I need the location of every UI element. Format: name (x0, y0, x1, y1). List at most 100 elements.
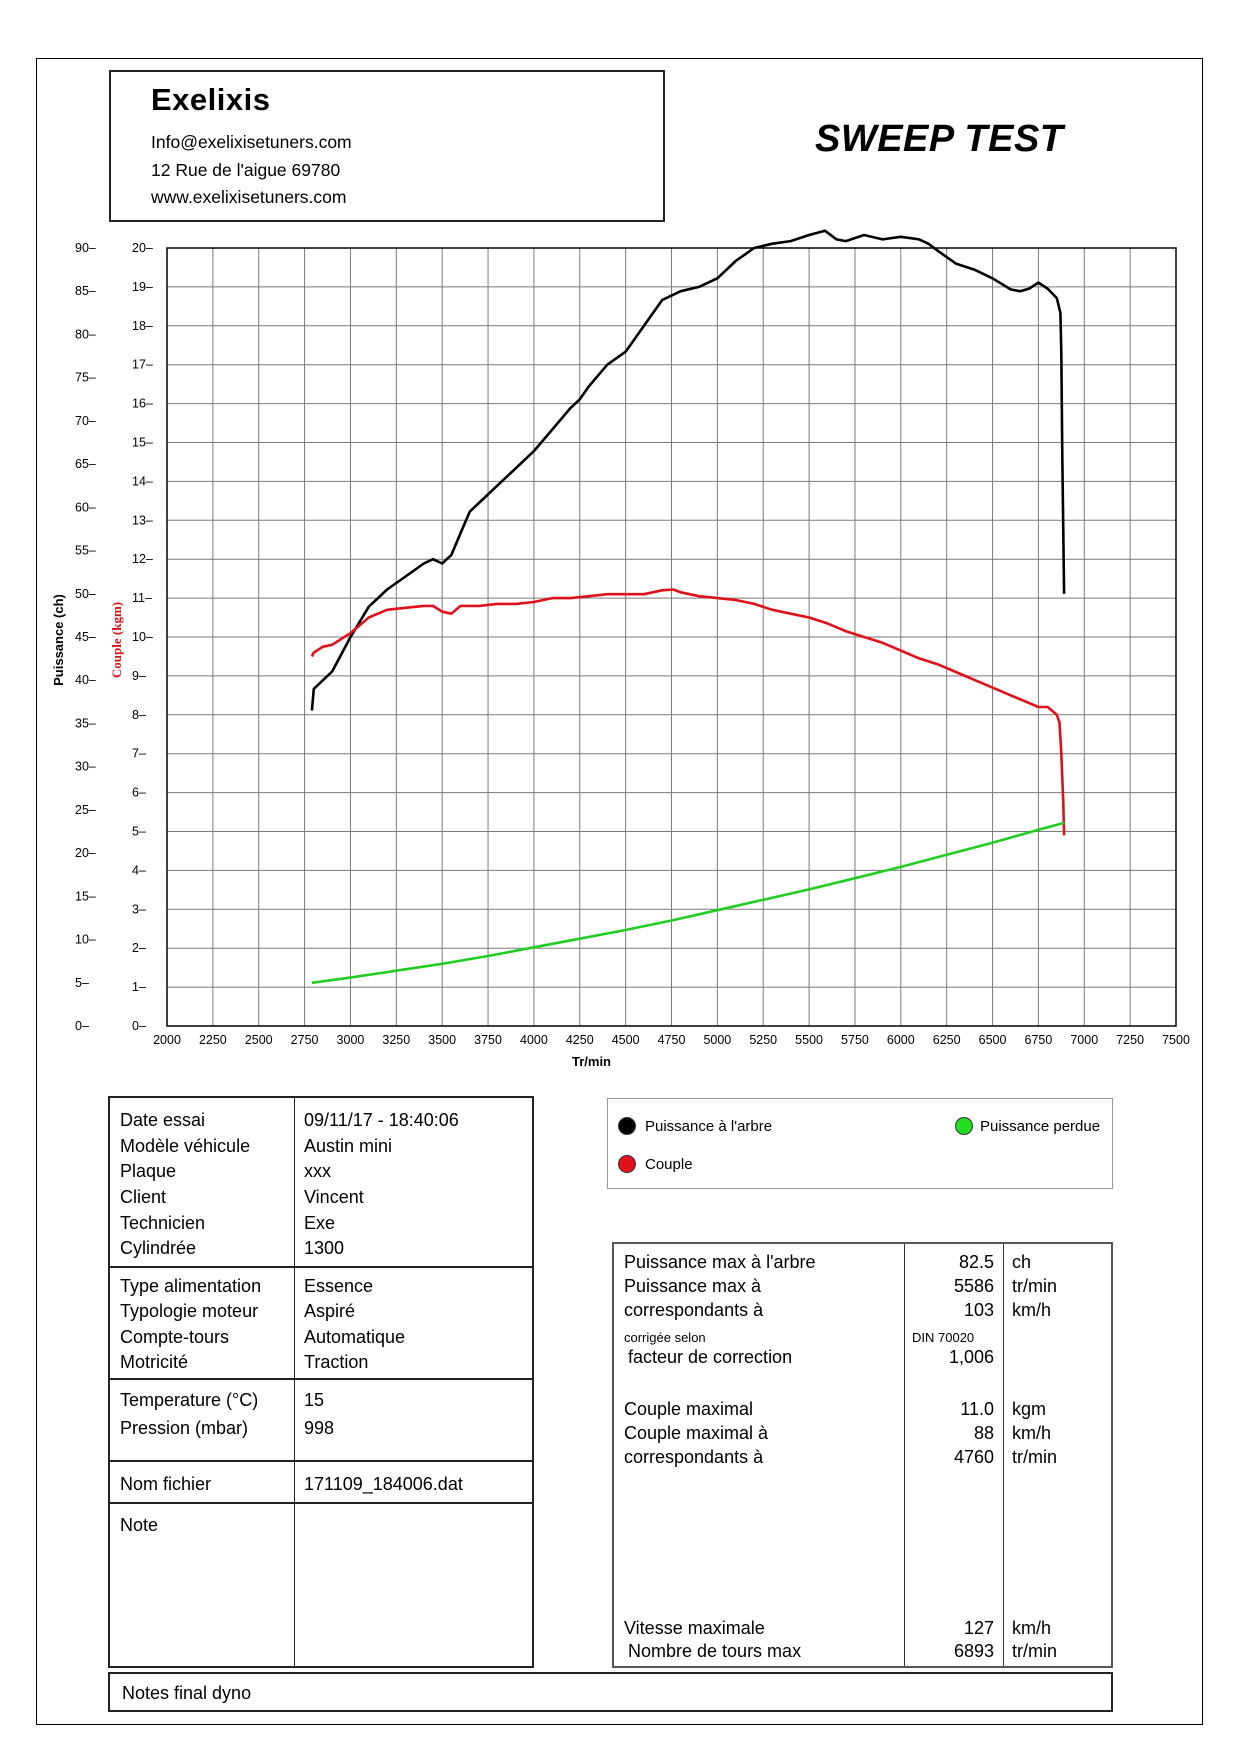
power-tick-label: 20– (75, 846, 96, 860)
torque-axis-label: Couple (kgm) (109, 602, 124, 678)
torque-tick-label: 19– (132, 280, 153, 294)
torque-tick-label: 2– (132, 941, 146, 955)
results-column-divider (1003, 1244, 1004, 1666)
power-tick-label: 45– (75, 630, 96, 644)
power-tick-label: 15– (75, 889, 96, 903)
power-tick-label: 90– (75, 241, 96, 255)
dyno-chart: 2000 2250 2500 2750 3000 3250 3500 3750 4000 4250… (51, 229, 1190, 1069)
result-label: Couple maximal (624, 1399, 754, 1419)
power-tick-label: 0– (75, 1019, 89, 1033)
torque-tick-label: 9– (132, 669, 146, 683)
info-value: Austin mini (304, 1136, 393, 1156)
x-tick-label: 2500 (245, 1033, 273, 1047)
info-value: xxx (304, 1161, 331, 1181)
info-column-divider (294, 1098, 295, 1666)
info-label: Temperature (°C) (120, 1390, 259, 1410)
result-label: Puissance max à (624, 1276, 762, 1296)
info-label: Type alimentation (120, 1276, 262, 1296)
info-label: Cylindrée (120, 1238, 197, 1258)
torque-tick-label: 5– (132, 825, 146, 839)
vehicle-info-table: Date essai 09/11/17 - 18:40:06 Modèle véhi… (108, 1096, 534, 1668)
info-label: Date essai (120, 1110, 206, 1130)
info-value: 998 (304, 1418, 335, 1438)
result-value: 1,006 (948, 1347, 994, 1367)
x-tick-label: 2250 (199, 1033, 227, 1047)
x-tick-label: 5250 (749, 1033, 777, 1047)
x-tick-label: 5500 (795, 1033, 823, 1047)
torque-tick-label: 16– (132, 397, 153, 411)
result-label: facteur de correction (628, 1347, 793, 1367)
result-label: Couple maximal à (624, 1423, 769, 1443)
torque-tick-label: 11– (132, 591, 152, 605)
info-label: Motricité (120, 1352, 189, 1372)
notes-box: Notes final dyno (108, 1672, 1113, 1712)
result-unit: km/h (1012, 1618, 1052, 1638)
x-tick-label: 3750 (474, 1033, 502, 1047)
result-unit: km/h (1012, 1300, 1052, 1320)
info-label: Modèle véhicule (120, 1136, 251, 1156)
power-tick-label: 40– (75, 673, 96, 687)
power-axis-label: Puissance (ch) (51, 594, 66, 686)
torque-curve (310, 588, 1066, 836)
company-name: Exelixis (151, 82, 271, 117)
torque-tick-label: 4– (132, 863, 146, 877)
torque-tick-label: 14– (132, 474, 153, 488)
result-value: 6893 (953, 1641, 994, 1661)
x-tick-label: 3500 (428, 1033, 456, 1047)
info-label: Typologie moteur (120, 1301, 259, 1321)
lost-power-curve (311, 821, 1065, 985)
info-section-divider (110, 1502, 532, 1504)
result-unit: ch (1012, 1252, 1032, 1272)
torque-tick-label: 3– (132, 902, 146, 916)
info-section-divider (110, 1460, 532, 1462)
torque-tick-label: 1– (132, 980, 146, 994)
info-label: Plaque (120, 1161, 177, 1181)
x-tick-label: 7500 (1162, 1033, 1190, 1047)
torque-legend-label: Couple (645, 1156, 693, 1173)
x-tick-label: 2750 (291, 1033, 319, 1047)
x-tick-label: 4500 (612, 1033, 640, 1047)
info-label: Compte-tours (120, 1327, 230, 1347)
x-tick-label: 5750 (841, 1033, 869, 1047)
notes-text: Notes final dyno (122, 1683, 252, 1703)
result-label: correspondants à (624, 1300, 764, 1320)
info-value: 171109_184006.dat (304, 1474, 463, 1494)
torque-tick-label: 6– (132, 786, 146, 800)
x-tick-label: 7000 (1070, 1033, 1098, 1047)
lost-power-legend-marker (955, 1117, 973, 1135)
x-tick-label: 4000 (520, 1033, 548, 1047)
result-unit: tr/min (1012, 1447, 1057, 1467)
torque-tick-label: 7– (132, 747, 146, 761)
x-tick-label: 6500 (979, 1033, 1007, 1047)
x-axis-label: Tr/min (572, 1054, 611, 1069)
info-value: Aspiré (304, 1301, 356, 1321)
power-tick-label: 85– (75, 284, 96, 298)
power-tick-label: 50– (75, 587, 96, 601)
x-tick-label: 4750 (658, 1033, 686, 1047)
result-value: 103 (963, 1300, 994, 1320)
result-value: 82.5 (958, 1252, 994, 1272)
torque-tick-label: 13– (132, 513, 153, 527)
info-value: Exe (304, 1213, 336, 1233)
power-tick-label: 60– (75, 500, 96, 514)
result-label: correspondants à (624, 1447, 764, 1467)
results-column-divider (904, 1244, 905, 1666)
company-website: www.exelixisetuners.com (151, 187, 347, 207)
info-value: Traction (304, 1352, 369, 1372)
power-tick-label: 5– (75, 976, 89, 990)
company-email: Info@exelixisetuners.com (151, 132, 352, 152)
result-label: Puissance max à l'arbre (624, 1252, 816, 1272)
info-label: Pression (mbar) (120, 1418, 249, 1438)
result-unit: tr/min (1012, 1641, 1057, 1661)
x-tick-label: 7250 (1116, 1033, 1144, 1047)
torque-tick-label: 12– (132, 552, 153, 566)
torque-tick-label: 20– (132, 241, 153, 255)
result-value: DIN 70020 (912, 1330, 975, 1345)
company-header: Exelixis Info@exelixisetuners.com 12 Rue… (109, 70, 665, 222)
result-label: Nombre de tours max (628, 1641, 802, 1661)
power-tick-label: 10– (75, 933, 96, 947)
info-value: Vincent (304, 1187, 364, 1207)
power-tick-label: 75– (75, 371, 96, 385)
result-unit: kgm (1012, 1399, 1047, 1419)
x-tick-label: 6750 (1025, 1033, 1053, 1047)
